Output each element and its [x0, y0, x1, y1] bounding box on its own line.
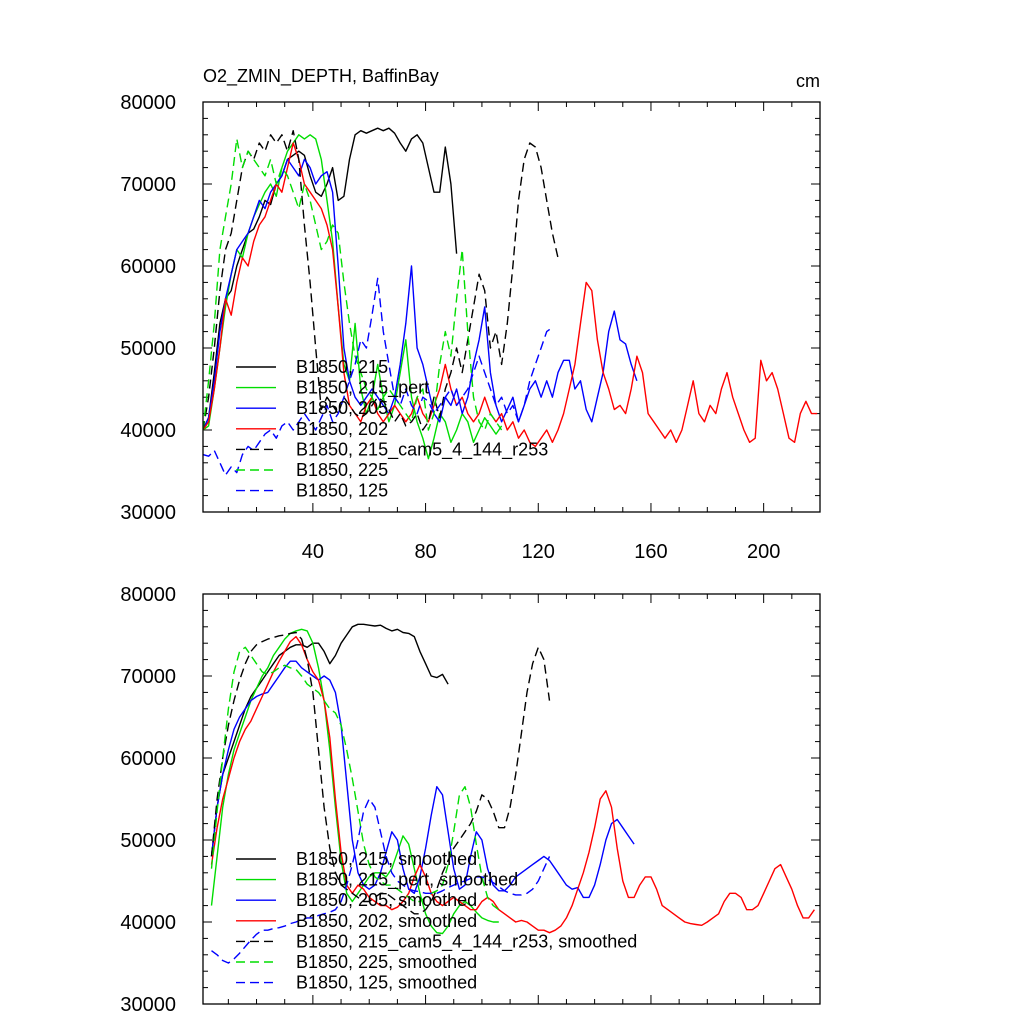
series-line: [210, 646, 500, 911]
legend-label: B1850, 215_cam5_4_144_r253: [296, 439, 548, 460]
bottom-panel: 30000 40000 50000 60000 70000 80000 B1850, 215…: [120, 584, 821, 1016]
legend-label: B1850, 225, smoothed: [296, 952, 477, 972]
x-tick-label: 80: [414, 541, 436, 563]
top-panel: O2_ZMIN_DEPTH, BaffinBay cm 30000 40000 50…: [120, 66, 821, 563]
units-label: cm: [796, 71, 820, 91]
legend-label: B1850, 215_pert, smoothed: [296, 870, 518, 891]
plot-frame: [202, 593, 821, 1005]
series-line: [210, 631, 551, 915]
series-line: [210, 623, 449, 857]
legend-label: B1850, 125: [296, 481, 388, 501]
series-line: [203, 127, 458, 431]
chart-title: O2_ZMIN_DEPTH, BaffinBay: [203, 66, 439, 87]
x-tick-label: 40: [302, 541, 324, 563]
legend-label: B1850, 125, smoothed: [296, 973, 477, 993]
series-line: [210, 628, 499, 935]
y-tick-label: 80000: [120, 92, 176, 114]
y-tick-label: 80000: [120, 584, 176, 606]
legend-label: B1850, 215: [296, 357, 388, 377]
legend-label: B1850, 215_cam5_4_144_r253, smoothed: [296, 931, 637, 952]
plot-frame: [202, 101, 821, 513]
series-line: [210, 635, 815, 934]
y-tick-label: 60000: [120, 256, 176, 278]
y-tick-label: 50000: [120, 338, 176, 360]
y-tick-label: 40000: [120, 912, 176, 934]
y-tick-label: 30000: [120, 994, 176, 1016]
y-tick-label: 70000: [120, 174, 176, 196]
series-line: [211, 798, 551, 964]
y-tick-label: 30000: [120, 502, 176, 524]
series-group: [203, 127, 818, 476]
y-tick-label: 40000: [120, 420, 176, 442]
y-tick-label: 50000: [120, 830, 176, 852]
y-tick-label: 70000: [120, 666, 176, 688]
legend-label: B1850, 202, smoothed: [296, 911, 477, 931]
x-tick-label: 120: [522, 541, 555, 563]
series-line: [203, 277, 553, 476]
legend-label: B1850, 215_pert: [296, 378, 429, 399]
x-tick-label: 200: [747, 541, 780, 563]
series-line: [210, 660, 635, 899]
legend-label: B1850, 205: [296, 398, 388, 418]
legend-label: B1850, 205, smoothed: [296, 890, 477, 910]
x-tick-label: 160: [634, 541, 667, 563]
legend-label: B1850, 215, smoothed: [296, 849, 477, 869]
legend-label: B1850, 225: [296, 460, 388, 480]
legend-label: B1850, 202: [296, 419, 388, 439]
series-line: [203, 129, 559, 431]
series-line: [203, 142, 818, 448]
y-tick-label: 60000: [120, 748, 176, 770]
series-group: [210, 623, 815, 964]
